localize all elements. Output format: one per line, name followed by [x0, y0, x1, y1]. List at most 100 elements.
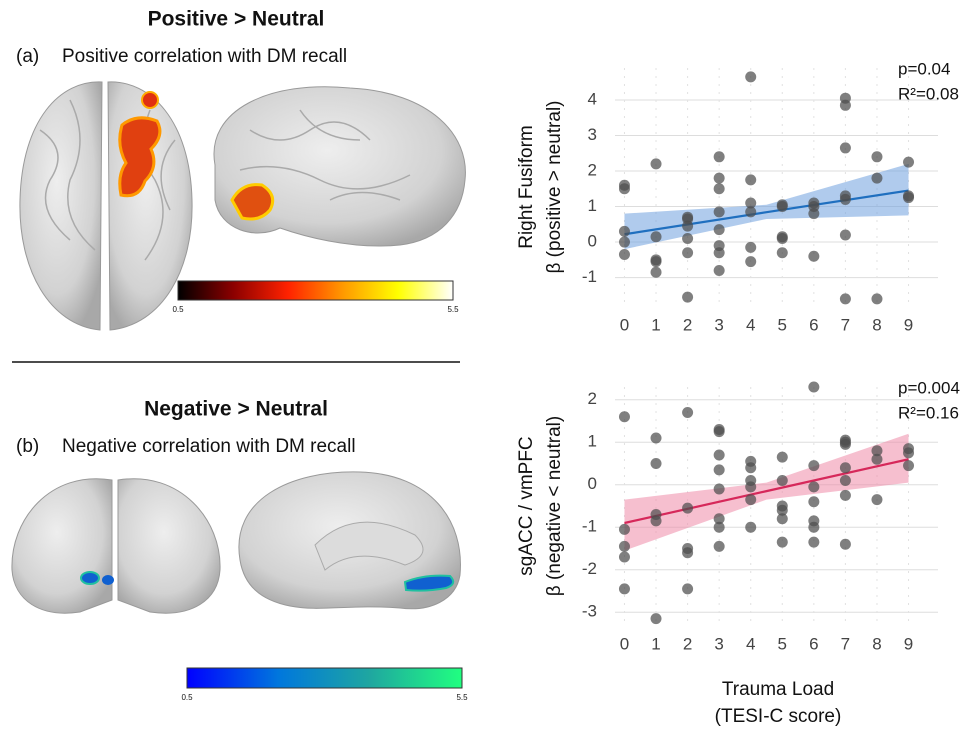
data-point	[682, 292, 693, 303]
colorbar-rect	[187, 668, 462, 688]
brain-frontal-view	[12, 479, 220, 613]
annotation: R²=0.16	[898, 403, 959, 422]
x-tick-label: 7	[841, 315, 850, 334]
y-tick-label: -1	[582, 517, 597, 536]
data-point	[871, 494, 882, 505]
data-point	[682, 583, 693, 594]
data-point	[651, 256, 662, 267]
y-tick-label: 2	[588, 160, 597, 179]
data-point	[840, 194, 851, 205]
data-point	[714, 247, 725, 258]
data-point	[777, 475, 788, 486]
data-point	[808, 481, 819, 492]
data-point	[619, 411, 630, 422]
data-point	[903, 460, 914, 471]
data-point	[619, 583, 630, 594]
colorbar-rect	[178, 281, 453, 300]
x-axis-label: (TESI-C score)	[715, 706, 842, 727]
data-point	[808, 382, 819, 393]
data-point	[619, 541, 630, 552]
y-tick-label: 0	[588, 474, 597, 493]
data-point	[808, 208, 819, 219]
data-point	[871, 173, 882, 184]
annotation: p=0.004	[898, 378, 960, 397]
data-point	[682, 407, 693, 418]
y-tick-label: 1	[588, 196, 597, 215]
x-tick-label: 9	[904, 315, 913, 334]
data-point	[619, 183, 630, 194]
x-tick-label: 5	[778, 315, 787, 334]
panel-caption: Negative correlation with DM recall	[62, 436, 356, 457]
data-point	[714, 224, 725, 235]
data-point	[714, 206, 725, 217]
y-axis-label: Right Fusiform	[516, 125, 537, 249]
colorbar-tick-label: 5.5	[447, 305, 459, 314]
y-axis-label: β (negative < neutral)	[544, 416, 565, 596]
data-point	[903, 447, 914, 458]
data-point	[745, 522, 756, 533]
y-axis-label: β (positive > neutral)	[544, 100, 565, 273]
data-point	[840, 462, 851, 473]
y-tick-label: 2	[588, 389, 597, 408]
annotation: R²=0.08	[898, 84, 959, 103]
x-tick-label: 2	[683, 315, 692, 334]
data-point	[840, 539, 851, 550]
data-point	[745, 494, 756, 505]
panel-caption: Positive correlation with DM recall	[62, 46, 347, 67]
data-point	[871, 151, 882, 162]
data-point	[714, 484, 725, 495]
x-tick-label: 6	[809, 315, 818, 334]
brain-top-view	[20, 82, 192, 330]
data-point	[777, 513, 788, 524]
data-point	[777, 247, 788, 258]
data-point	[714, 426, 725, 437]
data-point	[777, 452, 788, 463]
y-tick-label: -2	[582, 559, 597, 578]
panel-title: Negative > Neutral	[144, 398, 328, 421]
colorbar-tick-label: 0.5	[172, 305, 184, 314]
data-point	[840, 439, 851, 450]
data-point	[619, 226, 630, 237]
data-point	[808, 496, 819, 507]
data-point	[871, 454, 882, 465]
data-point	[871, 293, 882, 304]
data-point	[619, 552, 630, 563]
y-tick-label: 3	[588, 125, 597, 144]
data-point	[808, 537, 819, 548]
data-point	[651, 515, 662, 526]
data-point	[682, 221, 693, 232]
x-tick-label: 9	[904, 634, 913, 653]
regression-line	[624, 459, 908, 523]
x-tick-label: 7	[841, 634, 850, 653]
y-tick-label: 0	[588, 232, 597, 251]
y-axis-label: sgACC / vmPFC	[516, 436, 537, 575]
data-point	[651, 458, 662, 469]
x-tick-label: 8	[872, 634, 881, 653]
data-point	[682, 233, 693, 244]
x-tick-label: 1	[651, 315, 660, 334]
y-tick-label: 4	[588, 89, 597, 108]
y-tick-label: -3	[582, 602, 597, 621]
data-point	[714, 183, 725, 194]
data-point	[745, 481, 756, 492]
data-point	[745, 71, 756, 82]
figure: Positive > Neutral (a) Positive correlat…	[0, 0, 972, 729]
data-point	[745, 462, 756, 473]
colorbar-tick-label: 5.5	[456, 693, 468, 702]
data-point	[619, 249, 630, 260]
x-tick-label: 2	[683, 634, 692, 653]
x-tick-label: 8	[872, 315, 881, 334]
data-point	[745, 174, 756, 185]
colorbar: 0.5 5.5	[181, 668, 468, 702]
colorbar-tick-label: 0.5	[181, 693, 193, 702]
x-tick-label: 4	[746, 315, 755, 334]
panel-label: (a)	[16, 46, 39, 67]
brain-lateral-view	[214, 87, 465, 246]
annotation: p=0.04	[898, 59, 950, 78]
x-tick-label: 4	[746, 634, 755, 653]
x-axis-label: Trauma Load	[722, 679, 834, 700]
data-point	[714, 464, 725, 475]
data-point	[714, 522, 725, 533]
data-point	[714, 173, 725, 184]
data-point	[651, 231, 662, 242]
